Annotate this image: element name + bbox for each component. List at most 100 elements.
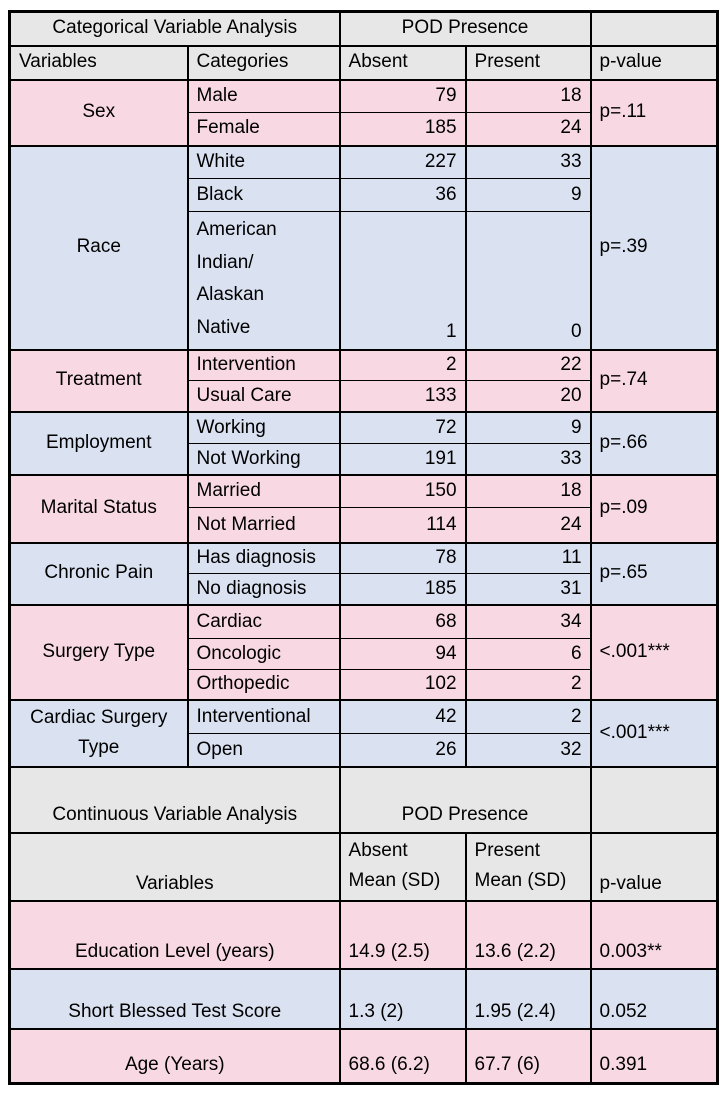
category-cell-working: Working xyxy=(186,410,341,445)
table-row-sex-male: Sex Male 79 18 p=.11 xyxy=(8,78,719,146)
variables-header-cell: Variables xyxy=(8,44,189,80)
absent-cell-married: 150 xyxy=(338,473,467,509)
table-row-surgery-cardiac: Surgery Type Cardiac 68 34 <.001*** xyxy=(8,603,719,701)
table-row-surgery-oncologic: Oncologic 94 6 xyxy=(10,638,718,671)
pvalue-cell-age: 0.391 xyxy=(589,1028,719,1084)
category-cell-male: Male xyxy=(186,78,341,113)
variable-cell-race: Race xyxy=(8,144,189,351)
pvalue-cell-surgery-type: <.001*** xyxy=(589,603,719,701)
variable-cell-chronic-pain: Chronic Pain xyxy=(8,541,189,606)
pvalue-cell-marital-status: p=.09 xyxy=(589,473,719,544)
categorical-title-cell: Categorical Variable Analysis xyxy=(8,10,341,46)
present-mean-cell-education-level: 13.6 (2.2) xyxy=(464,900,592,970)
present-cell-working: 9 xyxy=(464,410,592,445)
absent-mean-cell-age: 68.6 (6.2) xyxy=(338,1028,467,1084)
variable-cell-education-level: Education Level (years) xyxy=(8,900,341,970)
table-row-chronic-has-diagnosis: Chronic Pain Has diagnosis 78 11 p=.65 xyxy=(8,541,719,606)
pvalue-cell-chronic-pain: p=.65 xyxy=(589,541,719,606)
continuous-pod-presence-header-cell: POD Presence xyxy=(338,765,592,834)
variable-cell-cardiac-surgery-type: Cardiac Surgery Type xyxy=(8,698,189,768)
absent-mean-cell-short-blessed-test: 1.3 (2) xyxy=(338,968,467,1030)
present-cell-not-married: 24 xyxy=(464,507,592,544)
category-cell-female: Female xyxy=(186,112,341,146)
table-row-surgery-orthopedic: Orthopedic 102 2 xyxy=(10,669,718,701)
present-cell-married: 18 xyxy=(464,473,592,509)
continuous-corner-cell xyxy=(589,765,719,834)
statistical-analysis-table: Categorical Variable Analysis POD Presen… xyxy=(8,10,720,1085)
category-cell-oncologic: Oncologic xyxy=(186,638,341,671)
category-cell-not-married: Not Married xyxy=(186,507,341,544)
table-row-race-native: American Indian/ Alaskan Native 1 0 xyxy=(10,210,718,351)
absent-cell-intervention: 2 xyxy=(338,348,467,382)
present-cell-intervention: 22 xyxy=(464,348,592,382)
variable-cell-short-blessed-test: Short Blessed Test Score xyxy=(8,968,341,1030)
category-cell-cardiac: Cardiac xyxy=(186,603,341,640)
variable-cell-employment: Employment xyxy=(8,410,189,476)
continuous-column-header-row: Variables Absent Mean (SD) Present Mean … xyxy=(8,831,719,902)
present-cell-white: 33 xyxy=(464,144,592,179)
continuous-pvalue-header-cell: p-value xyxy=(589,831,719,902)
table-row-race-white: Race White 227 33 p=.39 xyxy=(8,144,719,351)
variable-cell-surgery-type: Surgery Type xyxy=(8,603,189,701)
absent-header-cell: Absent xyxy=(338,44,467,80)
table-row-treatment-intervention: Treatment Intervention 2 22 p=.74 xyxy=(8,348,719,413)
category-cell-black: Black xyxy=(186,178,341,212)
category-cell-interventional: Interventional xyxy=(186,698,341,735)
absent-cell-open: 26 xyxy=(338,733,467,768)
pvalue-cell-cardiac-surgery-type: <.001*** xyxy=(589,698,719,768)
variable-cell-treatment: Treatment xyxy=(8,348,189,413)
present-cell-has-diagnosis: 11 xyxy=(464,541,592,575)
present-cell-no-diagnosis: 31 xyxy=(464,573,592,606)
pod-presence-header-cell: POD Presence xyxy=(338,10,592,46)
pvalue-cell-education-level: 0.003** xyxy=(589,900,719,970)
pvalue-cell-race: p=.39 xyxy=(589,144,719,351)
category-cell-white: White xyxy=(186,144,341,179)
variable-cell-sex: Sex xyxy=(8,78,189,146)
present-cell-american-indian-alaskan-native: 0 xyxy=(464,210,592,351)
category-cell-intervention: Intervention xyxy=(186,348,341,382)
category-cell-no-diagnosis: No diagnosis xyxy=(186,573,341,606)
table-row-age: Age (Years) 68.6 (6.2) 67.7 (6) 0.391 xyxy=(8,1028,719,1084)
absent-mean-cell-education-level: 14.9 (2.5) xyxy=(338,900,467,970)
absent-cell-has-diagnosis: 78 xyxy=(338,541,467,575)
category-cell-has-diagnosis: Has diagnosis xyxy=(186,541,341,575)
present-mean-cell-short-blessed-test: 1.95 (2.4) xyxy=(464,968,592,1030)
category-cell-married: Married xyxy=(186,473,341,509)
pvalue-cell-short-blessed-test: 0.052 xyxy=(589,968,719,1030)
present-mean-cell-age: 67.7 (6) xyxy=(464,1028,592,1084)
categories-header-cell: Categories xyxy=(186,44,341,80)
continuous-title-row: Continuous Variable Analysis POD Presenc… xyxy=(8,765,719,834)
absent-cell-cardiac: 68 xyxy=(338,603,467,640)
corner-cell xyxy=(589,10,719,46)
absent-cell-not-working: 191 xyxy=(338,443,467,476)
absent-cell-interventional: 42 xyxy=(338,698,467,735)
category-cell-not-working: Not Working xyxy=(186,443,341,476)
pvalue-cell-treatment: p=.74 xyxy=(589,348,719,413)
pvalue-cell-employment: p=.66 xyxy=(589,410,719,476)
table-row-employment-not-working: Not Working 191 33 xyxy=(10,443,718,476)
table-row-cardiac-surgery-interventional: Cardiac Surgery Type Interventional 42 2… xyxy=(8,698,719,768)
absent-mean-sd-header-cell: Absent Mean (SD) xyxy=(338,831,467,902)
category-cell-open: Open xyxy=(186,733,341,768)
pvalue-cell-sex: p=.11 xyxy=(589,78,719,146)
absent-cell-white: 227 xyxy=(338,144,467,179)
present-cell-interventional: 2 xyxy=(464,698,592,735)
variable-cell-age: Age (Years) xyxy=(8,1028,341,1084)
category-cell-american-indian-alaskan-native: American Indian/ Alaskan Native xyxy=(186,210,341,351)
table-row-marital-married: Marital Status Married 150 18 p=.09 xyxy=(8,473,719,544)
continuous-title-cell: Continuous Variable Analysis xyxy=(8,765,341,834)
present-cell-open: 32 xyxy=(464,733,592,768)
absent-cell-black: 36 xyxy=(338,178,467,212)
present-mean-sd-header-cell: Present Mean (SD) xyxy=(464,831,592,902)
table-row-chronic-no-diagnosis: No diagnosis 185 31 xyxy=(10,573,718,606)
absent-cell-male: 79 xyxy=(338,78,467,113)
present-cell-female: 24 xyxy=(464,112,592,146)
table-row-race-black: Black 36 9 xyxy=(10,178,718,212)
present-cell-not-working: 33 xyxy=(464,443,592,476)
category-cell-usual-care: Usual Care xyxy=(186,380,341,413)
continuous-variables-header-cell: Variables xyxy=(8,831,341,902)
present-cell-cardiac: 34 xyxy=(464,603,592,640)
absent-cell-not-married: 114 xyxy=(338,507,467,544)
pvalue-header-cell: p-value xyxy=(589,44,719,80)
